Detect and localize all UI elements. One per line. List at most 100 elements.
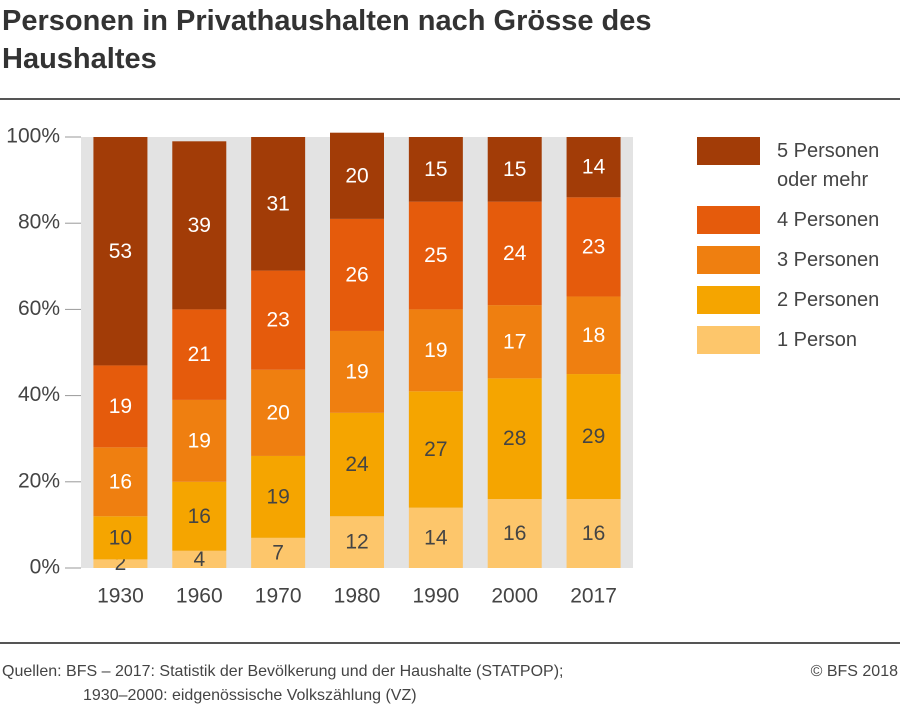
x-tick-label: 1960 [176,585,223,608]
data-label: 19 [266,485,289,508]
bar-segment [172,309,227,400]
data-label: 4 [193,548,205,571]
data-label: 28 [503,427,526,450]
y-tick-label: 100% [6,125,60,148]
data-label: 19 [424,339,447,362]
rule [0,98,900,100]
bar-segment [93,365,148,448]
source: Quellen: BFS – 2017: Statistik der Bevöl… [2,663,564,680]
legend-swatch [697,286,760,314]
bar-segment [487,378,542,500]
data-label: 29 [582,425,605,448]
data-label: 16 [188,505,211,528]
bar-segment [487,137,542,202]
legend: 5 Personen oder mehr 4 Personen 3 Personen… [697,137,900,366]
data-label: 7 [272,541,284,564]
data-label: 25 [424,244,447,267]
data-label: 39 [188,214,211,237]
legend-item: 3 Personen [697,246,900,275]
bar-segment [566,197,621,297]
data-label: 24 [345,453,369,476]
data-label: 19 [109,395,132,418]
bar-segment [251,137,306,271]
legend-label: 1 Person [777,329,858,351]
legend-swatch [697,326,760,354]
bar-segment [172,141,227,310]
data-label: 12 [345,531,368,554]
data-label: 24 [503,242,527,265]
bar-segment [566,137,621,198]
bar-segment [487,499,542,568]
data-label: 19 [188,429,211,452]
bar-segment [172,550,227,568]
data-label: 16 [503,522,526,545]
legend-item: 4 Personen [697,206,900,235]
legend-label: 2 Personen [777,289,880,311]
bar-segment [330,516,384,568]
data-label: 10 [109,526,132,549]
data-label: 20 [266,401,289,424]
bar-segment [172,399,227,482]
data-label: 31 [266,192,289,215]
bar-segment [251,537,306,568]
legend-label: 4 Personen [777,209,880,231]
bar-segment [251,270,306,370]
bar-segment [487,201,542,306]
legend-item: 1 Person [697,326,900,355]
data-label: 53 [109,240,132,263]
bar-segment [172,481,227,551]
data-label: 14 [424,526,448,549]
x-tick-label: 1930 [97,585,144,608]
y-tick-label: 80% [18,211,60,234]
y-tick-label: 20% [18,469,60,492]
data-label: 15 [503,158,526,181]
data-label: 26 [345,263,368,286]
chart-title: Personen in Privathaushalten nach Grösse… [2,5,652,75]
bar-segment [566,499,621,568]
legend-item: 2 Personen [697,286,900,315]
bar-segment [93,559,148,568]
bar-segment [330,132,384,219]
bar-segment [330,218,384,331]
x-tick-label: 2017 [570,585,617,608]
data-label: 19 [345,360,368,383]
bar-segment [408,391,463,508]
data-label: 16 [582,522,605,545]
data-label: 20 [345,164,368,187]
bar-segment [330,330,384,413]
data-label: 2 [115,552,127,575]
source: 1930–2000: eidgenössische Volkszählung (… [83,687,417,704]
bar-segment [93,137,148,366]
copyright: © BFS 2018 [810,663,898,680]
data-label: 16 [109,470,132,493]
bar-segment [93,516,148,560]
data-label: 15 [424,158,447,181]
x-tick-label: 1990 [412,585,459,608]
legend-swatch [697,137,760,165]
data-label: 23 [266,309,289,332]
legend-swatch [697,246,760,274]
bar-segment [408,309,463,392]
legend-swatch [697,206,760,234]
legend-label: 3 Personen [777,249,880,271]
legend-item: 5 Personen oder mehr [697,137,900,195]
y-tick-label: 40% [18,383,60,406]
bar-segment [251,369,306,456]
bar-segment [408,507,463,568]
bar-segment [566,374,621,500]
data-label: 18 [582,324,605,347]
y-tick-label: 0% [30,556,60,579]
bar-segment [487,305,542,379]
data-label: 27 [424,438,447,461]
x-tick-label: 1980 [334,585,381,608]
bar-segment [408,201,463,310]
bar-segment [251,455,306,538]
x-tick-label: 2000 [491,585,538,608]
x-tick-label: 1970 [255,585,302,608]
bar-segment [408,137,463,202]
bar-segment [566,296,621,375]
rule [0,642,900,644]
bar-segment [330,412,384,517]
